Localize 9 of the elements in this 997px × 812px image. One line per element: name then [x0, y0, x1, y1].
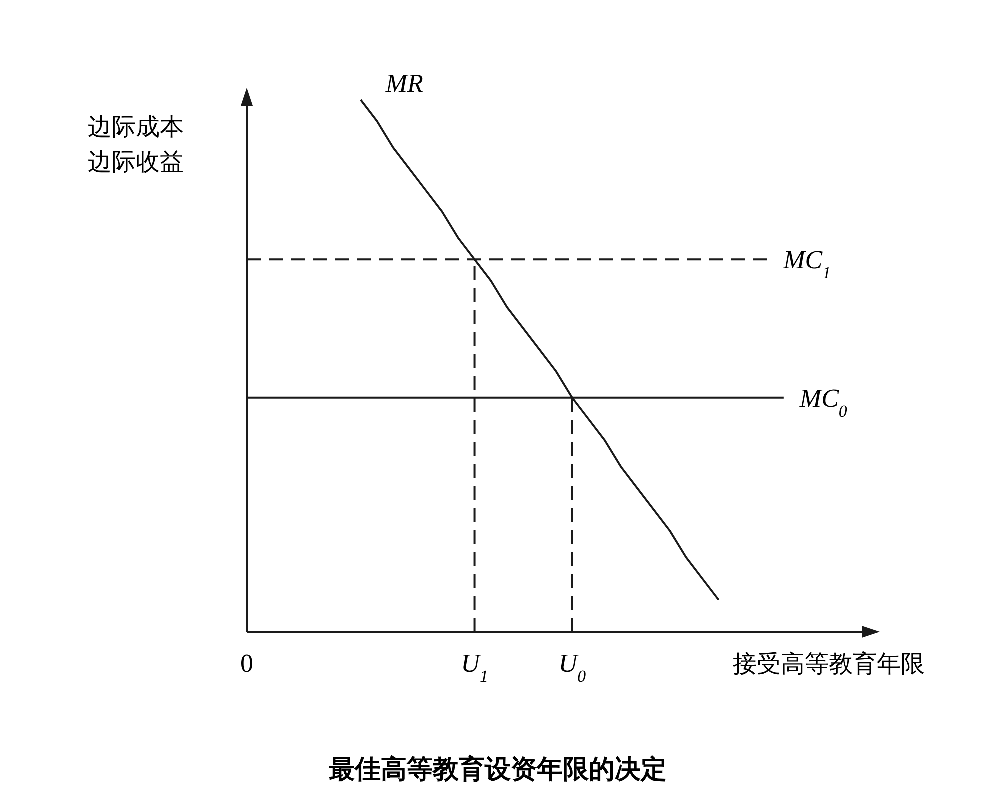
text: 最佳高等教育设资年限的决定 — [328, 754, 667, 785]
x-tick-label: U$_{0}$ — [558, 649, 587, 686]
y-axis-title: 边际成本边际收益 — [88, 113, 184, 176]
series-label: MC$_{1}$ — [782, 246, 832, 282]
x-axis-title: 接受高等教育年限 — [733, 650, 925, 678]
x-tick-label: 0 — [240, 649, 254, 678]
x-tick-label: U$_{1}$ — [461, 649, 488, 686]
series-label: MR — [384, 69, 424, 98]
series-label: MC$_{0}$ — [798, 384, 848, 420]
